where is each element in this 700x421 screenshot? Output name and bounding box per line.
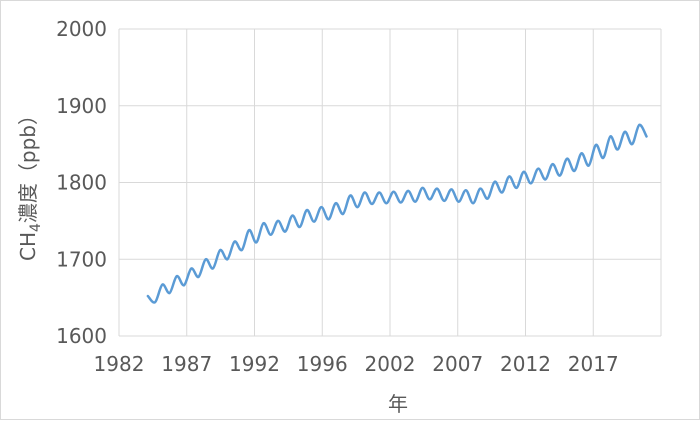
x-tick-label: 2002 (365, 352, 416, 376)
x-tick-label: 1987 (161, 352, 212, 376)
ch4-concentration-line (146, 123, 648, 304)
gridlines (118, 28, 662, 337)
y-axis-title-prefix: CH (16, 232, 40, 261)
x-tick-label: 1992 (229, 352, 280, 376)
series-layer (146, 123, 648, 304)
y-axis-title-suffix: 濃度（ppb） (16, 105, 40, 223)
x-tick-label: 2017 (568, 352, 619, 376)
y-axis-title: CH4濃度（ppb） (16, 105, 44, 261)
x-tick-label: 1996 (297, 352, 348, 376)
y-tick-label: 1800 (56, 171, 107, 195)
x-axis-tick-labels: 1982 1987 1992 1996 2002 2007 2012 2017 (94, 352, 619, 376)
x-axis-title: 年 (388, 392, 408, 416)
y-tick-label: 1700 (56, 247, 107, 271)
y-tick-label: 2000 (56, 17, 107, 41)
x-tick-label: 2007 (432, 352, 483, 376)
x-tick-label: 2012 (500, 352, 551, 376)
y-axis-tick-labels: 1600 1700 1800 1900 2000 (56, 17, 107, 348)
y-tick-label: 1600 (56, 324, 107, 348)
y-axis-title-subscript: 4 (28, 223, 44, 232)
x-tick-label: 1982 (94, 352, 145, 376)
y-tick-label: 1900 (56, 94, 107, 118)
